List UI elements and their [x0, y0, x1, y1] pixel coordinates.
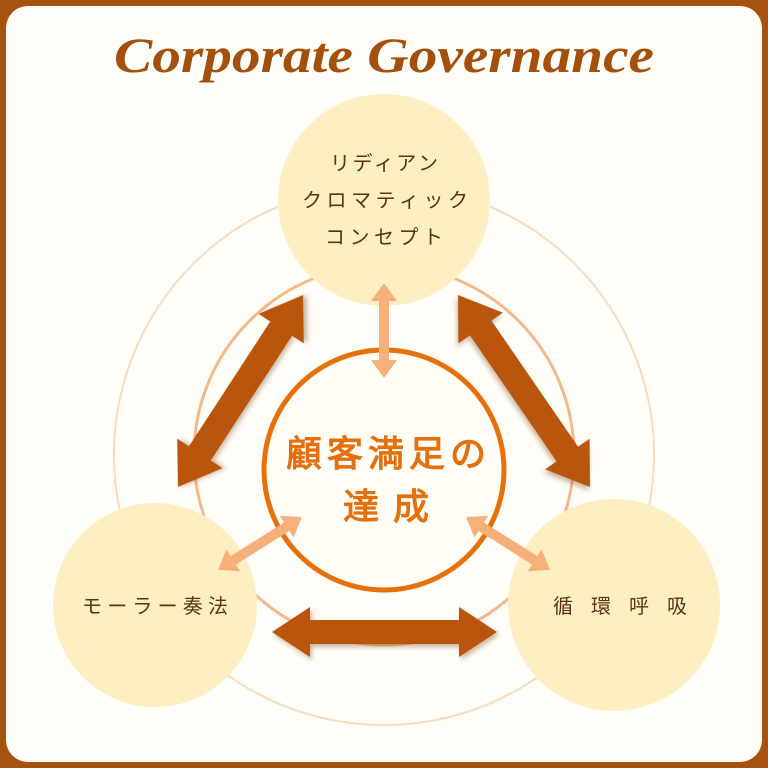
center-goal-line-1: 顧客満足の — [286, 434, 486, 475]
node-bottom-left-circle — [53, 503, 257, 707]
node-top-line-1: リディアン — [330, 151, 438, 175]
center-goal: 顧客満足の 達成 — [261, 347, 507, 593]
diagram-title: Corporate Governance — [114, 27, 654, 83]
light-arrow-top-center — [371, 283, 397, 378]
dark-arrow-right — [458, 294, 590, 488]
node-top: リディアン クロマティック コンセプト — [278, 94, 490, 306]
light-arrow-left-center — [218, 515, 302, 572]
node-top-circle — [278, 94, 490, 306]
node-bottom-left: モーラー奏法 — [53, 503, 257, 707]
node-top-line-2: クロマティック — [302, 188, 468, 212]
dark-arrow-left — [177, 295, 304, 487]
dark-arrow-bottom — [272, 607, 497, 657]
light-arrow-right-center — [466, 515, 550, 572]
node-bottom-right: 循 環 呼 吸 — [508, 499, 720, 711]
node-top-line-3: コンセプト — [325, 225, 443, 249]
node-bottom-right-circle — [508, 499, 720, 711]
